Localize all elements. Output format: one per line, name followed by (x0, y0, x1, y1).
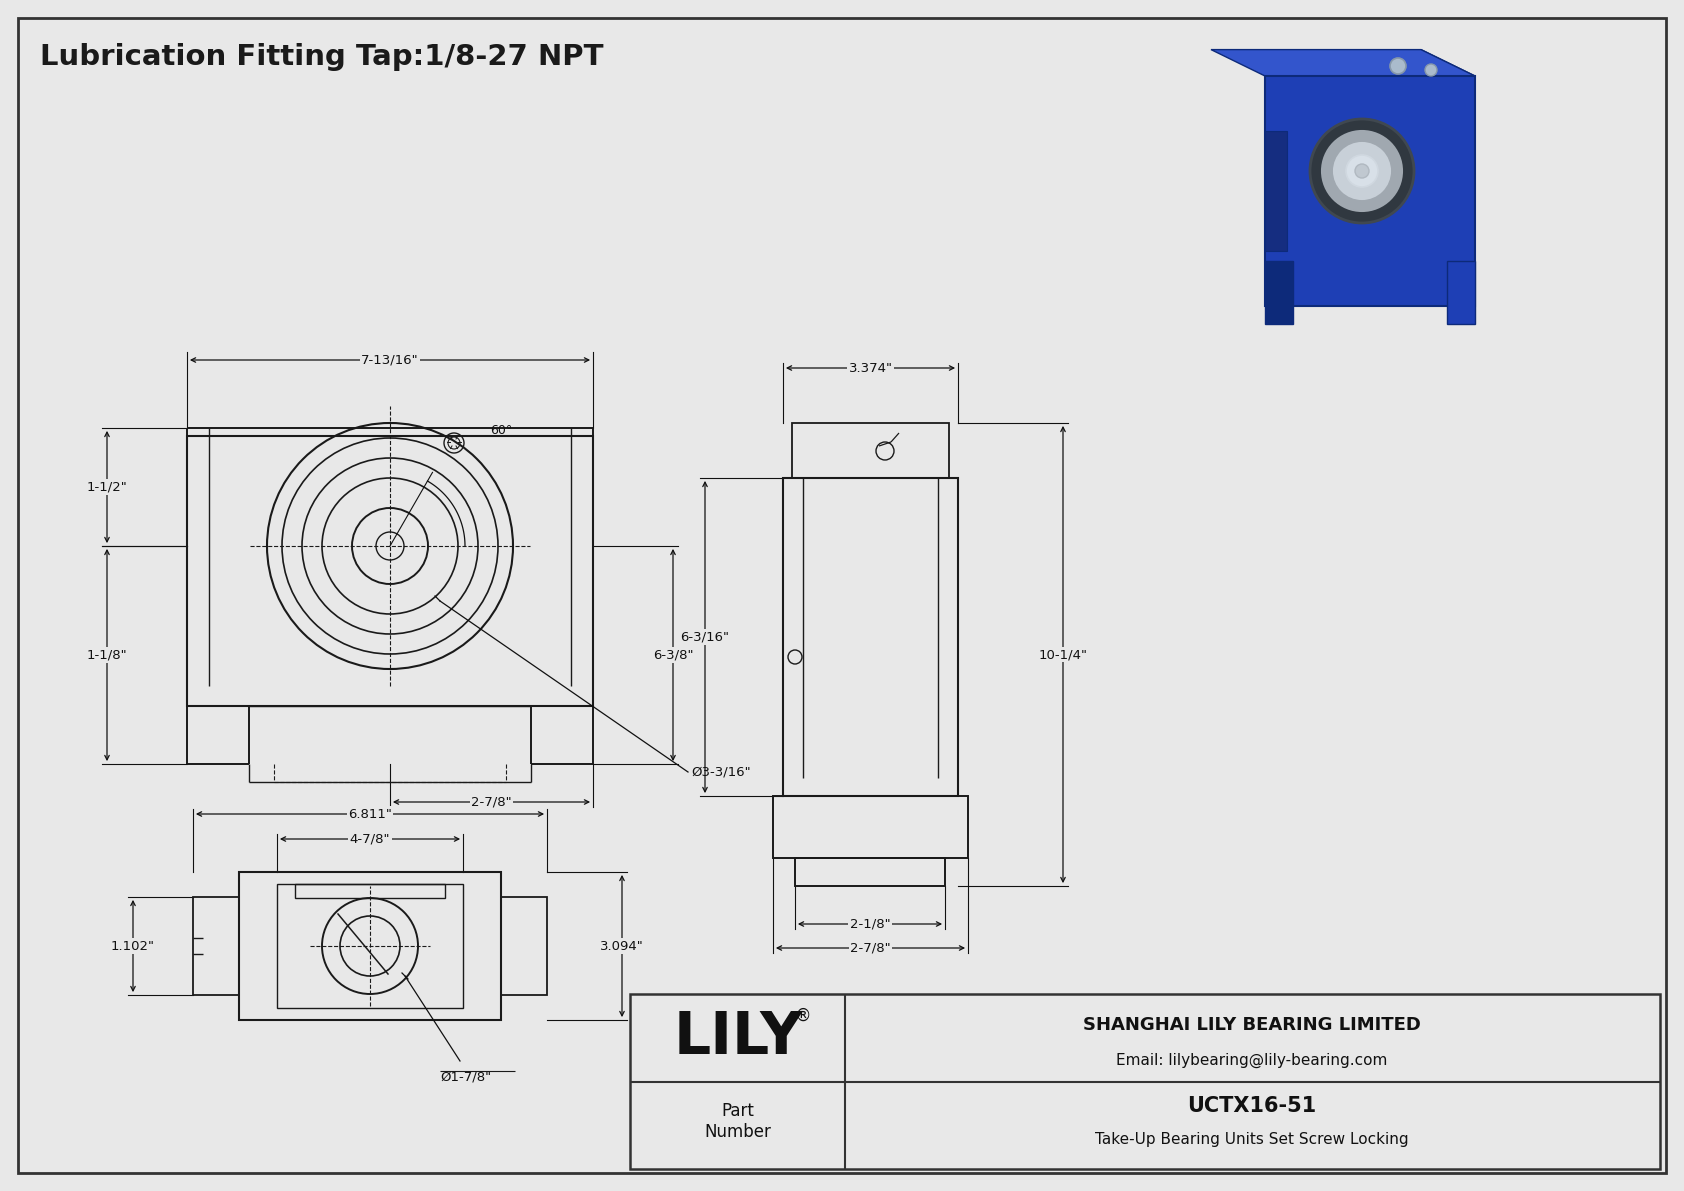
Text: 6.811": 6.811" (349, 807, 392, 821)
Text: SHANGHAI LILY BEARING LIMITED: SHANGHAI LILY BEARING LIMITED (1083, 1016, 1421, 1035)
Bar (783, 478, 958, 796)
Bar (773, 796, 968, 858)
Bar (187, 436, 593, 706)
Bar (194, 897, 239, 994)
Text: UCTX16-51: UCTX16-51 (1187, 1096, 1317, 1116)
Text: 2-1/8": 2-1/8" (850, 917, 891, 930)
Text: 60°: 60° (490, 424, 512, 437)
Polygon shape (1265, 261, 1293, 324)
Polygon shape (1211, 50, 1475, 76)
Circle shape (1334, 143, 1389, 199)
Text: Lubrication Fitting Tap:1/8-27 NPT: Lubrication Fitting Tap:1/8-27 NPT (40, 43, 603, 71)
Circle shape (1322, 131, 1403, 211)
Bar (295, 884, 445, 898)
Polygon shape (1265, 131, 1287, 251)
Text: Email: lilybearing@lily-bearing.com: Email: lilybearing@lily-bearing.com (1116, 1053, 1388, 1068)
Text: 6-3/8": 6-3/8" (653, 649, 694, 661)
Text: 10-1/4": 10-1/4" (1039, 648, 1088, 661)
Bar (795, 858, 945, 886)
Text: 1-1/8": 1-1/8" (86, 649, 128, 661)
Circle shape (1310, 119, 1415, 223)
Text: 3.374": 3.374" (849, 362, 893, 374)
Circle shape (1346, 155, 1378, 187)
Text: 4-7/8": 4-7/8" (350, 833, 391, 846)
Text: LILY: LILY (674, 1009, 803, 1066)
Polygon shape (1421, 50, 1475, 306)
Text: 1-1/2": 1-1/2" (86, 480, 128, 493)
Bar (791, 423, 950, 478)
Text: 2-7/8": 2-7/8" (472, 796, 512, 809)
Bar (276, 884, 463, 1008)
Circle shape (1389, 58, 1406, 74)
Circle shape (1425, 64, 1436, 76)
Bar (630, 994, 1660, 1170)
Text: Take-Up Bearing Units Set Screw Locking: Take-Up Bearing Units Set Screw Locking (1095, 1131, 1410, 1147)
Text: 2-7/8": 2-7/8" (850, 942, 891, 954)
Text: ®: ® (795, 1006, 812, 1024)
Text: 6-3/16": 6-3/16" (680, 630, 729, 643)
Polygon shape (1265, 76, 1475, 306)
Polygon shape (1447, 261, 1475, 324)
Text: Ø3-3/16": Ø3-3/16" (690, 766, 751, 779)
Bar (239, 872, 502, 1019)
Text: 1.102": 1.102" (111, 940, 155, 953)
Bar (502, 897, 547, 994)
Text: Part
Number: Part Number (704, 1103, 771, 1141)
Text: Ø1-7/8": Ø1-7/8" (440, 1071, 492, 1084)
Polygon shape (1453, 250, 1475, 324)
Text: 7-13/16": 7-13/16" (360, 354, 419, 367)
Circle shape (1356, 164, 1369, 177)
Text: 3.094": 3.094" (600, 940, 643, 953)
